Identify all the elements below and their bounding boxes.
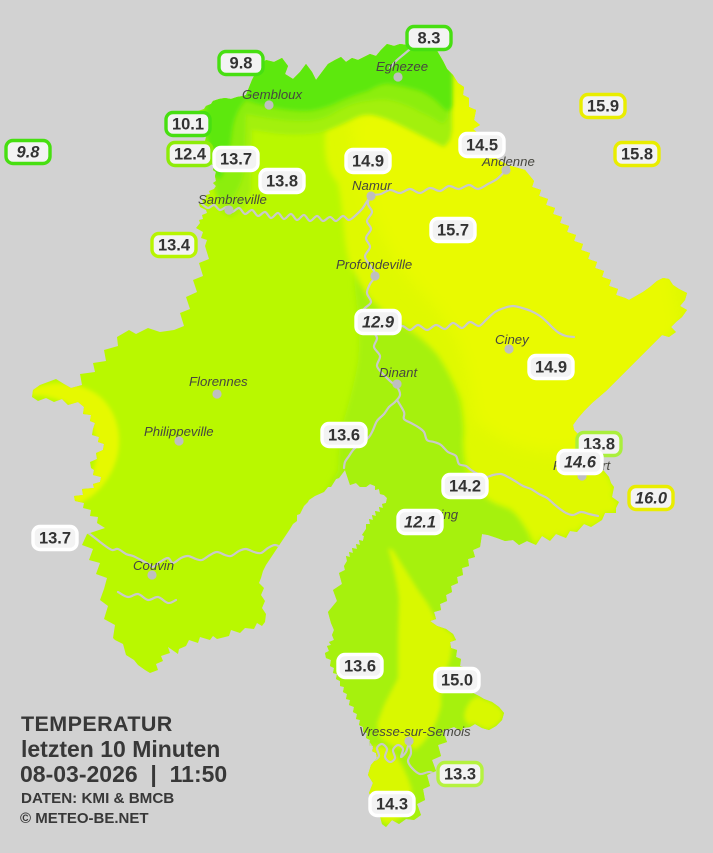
svg-text:Dinant: Dinant (379, 365, 418, 380)
svg-text:13.4: 13.4 (158, 237, 191, 255)
svg-text:Gembloux: Gembloux (242, 87, 303, 102)
svg-text:14.5: 14.5 (466, 137, 498, 155)
svg-text:13.6: 13.6 (344, 658, 376, 676)
svg-text:DATEN: KMI & BMCB: DATEN: KMI & BMCB (21, 790, 174, 807)
svg-text:TEMPERATUR: TEMPERATUR (21, 712, 173, 736)
svg-text:letzten 10 Minuten: letzten 10 Minuten (21, 736, 220, 762)
svg-text:Namur: Namur (352, 178, 392, 193)
svg-text:14.6: 14.6 (564, 454, 597, 472)
svg-text:15.7: 15.7 (437, 222, 469, 240)
svg-text:12.9: 12.9 (362, 314, 395, 332)
svg-text:14.9: 14.9 (352, 153, 384, 171)
svg-text:Sambreville: Sambreville (198, 192, 267, 207)
svg-text:14.3: 14.3 (376, 796, 408, 814)
svg-text:Florennes: Florennes (189, 374, 248, 389)
svg-text:14.2: 14.2 (449, 478, 481, 496)
svg-text:12.4: 12.4 (174, 146, 207, 164)
svg-text:Ciney: Ciney (495, 332, 530, 347)
svg-text:08-03-2026 | 11:50: 08-03-2026 | 11:50 (20, 761, 227, 787)
svg-text:12.1: 12.1 (404, 514, 436, 532)
svg-text:16.0: 16.0 (635, 490, 668, 508)
svg-text:13.8: 13.8 (266, 173, 298, 191)
svg-text:15.9: 15.9 (587, 98, 619, 116)
svg-text:13.3: 13.3 (444, 766, 476, 784)
svg-text:Philippeville: Philippeville (144, 424, 214, 439)
svg-text:Profondeville: Profondeville (336, 257, 412, 272)
svg-text:9.8: 9.8 (230, 55, 253, 73)
svg-text:15.0: 15.0 (441, 672, 473, 690)
svg-text:9.8: 9.8 (17, 144, 41, 162)
svg-text:13.7: 13.7 (39, 530, 71, 548)
svg-text:Eghezee: Eghezee (376, 59, 428, 74)
svg-text:13.7: 13.7 (220, 151, 252, 169)
svg-text:15.8: 15.8 (621, 146, 653, 164)
svg-text:Vresse-sur-Semois: Vresse-sur-Semois (359, 724, 471, 739)
svg-text:© METEO-BE.NET: © METEO-BE.NET (20, 810, 149, 827)
svg-text:Couvin: Couvin (133, 558, 174, 573)
svg-text:14.9: 14.9 (535, 359, 567, 377)
svg-text:13.6: 13.6 (328, 427, 360, 445)
svg-text:8.3: 8.3 (418, 30, 441, 48)
svg-text:10.1: 10.1 (172, 116, 204, 134)
